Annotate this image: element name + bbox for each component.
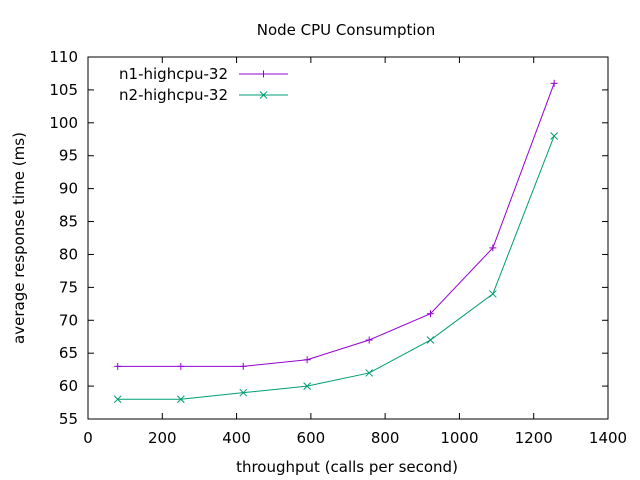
data-point-s2-4 xyxy=(303,382,311,390)
x-tick-label: 800 xyxy=(371,429,400,447)
data-point-s2-6-d2 xyxy=(426,336,435,344)
data-point-s2-1-d2 xyxy=(113,395,122,404)
y-axis-label: average response time (ms) xyxy=(10,132,28,344)
series-line-2 xyxy=(117,135,555,400)
data-point-s1-3 xyxy=(239,362,247,370)
legend-label-1: n1-highcpu-32 xyxy=(119,65,228,83)
data-point-s2-6 xyxy=(426,336,435,344)
y-tick-label: 110 xyxy=(49,48,78,66)
plot-series xyxy=(113,79,558,404)
x-tick-label: 0 xyxy=(83,429,93,447)
data-point-s2-2 xyxy=(177,395,185,404)
y-tick-label: 65 xyxy=(59,344,78,362)
legend-marker-1 xyxy=(260,70,267,78)
y-tick-label: 100 xyxy=(49,114,78,132)
data-point-s2-3-d2 xyxy=(239,388,248,397)
y-tick-label: 60 xyxy=(59,377,78,395)
axes: 0 200 400 600 800 1000 1200 1400 55 60 65 70 75 80 85 9… xyxy=(49,48,627,447)
legend-marker-2-d2 xyxy=(259,91,268,99)
x-tick-label: 1200 xyxy=(515,429,553,447)
data-point-s2-5-d2 xyxy=(365,369,374,377)
data-point-s2-8-d2 xyxy=(550,132,558,140)
data-point-s2-1 xyxy=(113,395,122,404)
chart-title: Node CPU Consumption xyxy=(257,21,436,39)
data-point-s2-2-d2 xyxy=(177,395,185,404)
legend-marker-2 xyxy=(259,91,268,99)
data-point-s2-4-d2 xyxy=(303,382,311,390)
x-tick-label: 200 xyxy=(148,429,177,447)
data-point-s1-1 xyxy=(114,362,122,370)
data-point-s2-7-d2 xyxy=(489,290,497,298)
y-tick-label: 75 xyxy=(59,278,78,296)
y-tick-label: 105 xyxy=(49,81,78,99)
x-tick-label: 1400 xyxy=(589,429,627,447)
data-point-s2-5 xyxy=(365,369,374,377)
data-point-s2-8 xyxy=(550,132,558,140)
y-tick-label: 85 xyxy=(59,213,78,231)
x-axis-label: throughput (calls per second) xyxy=(236,458,458,476)
legend: n1-highcpu-32 n2-highcpu-32 xyxy=(119,65,288,104)
y-tick-label: 95 xyxy=(59,147,78,165)
x-tick-label: 400 xyxy=(222,429,251,447)
y-tick-label: 80 xyxy=(59,245,78,263)
x-tick-label: 1000 xyxy=(440,429,478,447)
data-point-s1-6 xyxy=(426,310,434,318)
y-tick-label: 70 xyxy=(59,311,78,329)
data-point-s1-8 xyxy=(550,79,558,87)
x-tick-label: 600 xyxy=(297,429,326,447)
data-point-s1-2 xyxy=(177,362,185,370)
data-point-s2-7 xyxy=(489,290,497,298)
series-line-1 xyxy=(117,83,555,367)
data-point-s1-4 xyxy=(303,356,311,364)
data-point-s1-7 xyxy=(489,244,497,252)
legend-label-2: n2-highcpu-32 xyxy=(119,86,228,104)
data-point-s1-5 xyxy=(365,336,373,344)
plot-frame xyxy=(87,56,609,420)
y-tick-label: 90 xyxy=(59,180,78,198)
data-point-s2-3 xyxy=(239,388,248,397)
y-tick-label: 55 xyxy=(59,410,78,428)
